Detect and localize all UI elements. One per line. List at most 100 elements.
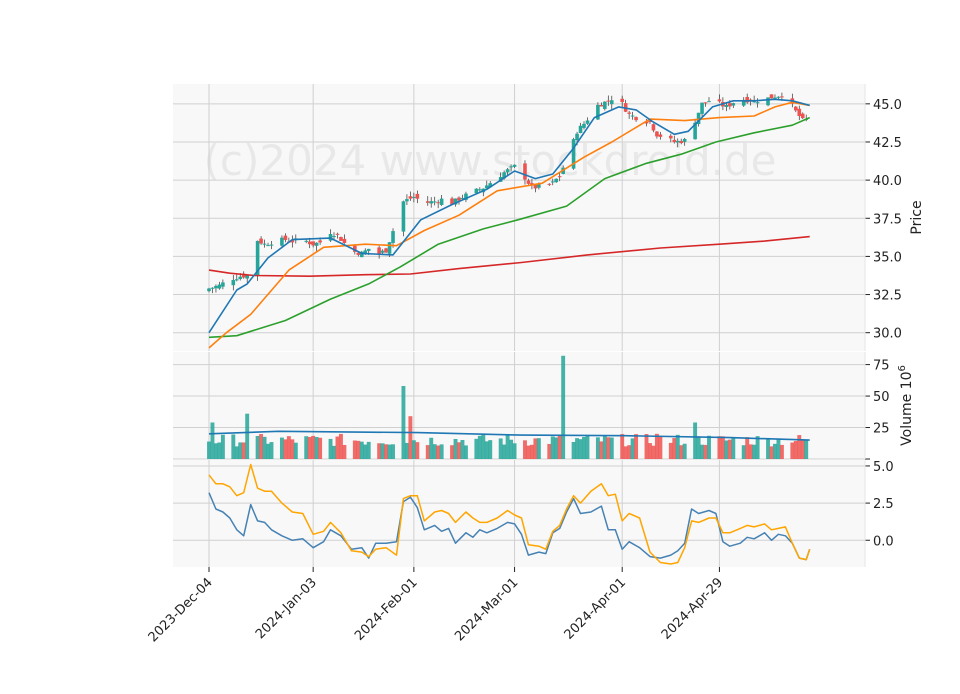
volume-bar-down xyxy=(672,438,677,459)
volume-bar-up xyxy=(575,438,580,459)
volume-bar-up xyxy=(477,435,482,459)
candle-down xyxy=(745,96,749,103)
volume-bar-up xyxy=(554,437,559,459)
candle-up xyxy=(401,201,406,232)
price-panel-background xyxy=(173,84,865,351)
candle-down xyxy=(780,96,784,98)
volume-bar-up xyxy=(332,445,336,459)
volume-bar-up xyxy=(561,355,566,459)
candle-down xyxy=(533,184,538,189)
volume-bar-up xyxy=(696,436,701,459)
price-y-tick-label: 37.5 xyxy=(873,212,902,227)
candle-up xyxy=(359,251,364,258)
candle-up xyxy=(314,242,319,246)
volume-bar-down xyxy=(648,443,652,459)
candle-up xyxy=(245,274,249,279)
candle-down xyxy=(703,102,708,104)
volume-bar-up xyxy=(363,444,368,459)
volume-bar-up xyxy=(585,435,590,459)
candle-up xyxy=(578,125,583,133)
candle-down xyxy=(672,139,677,143)
volume-bar-up xyxy=(752,444,757,459)
candle-up xyxy=(280,237,284,246)
volume-bar-up xyxy=(550,436,555,459)
volume-bar-down xyxy=(377,443,382,459)
candle-down xyxy=(307,241,312,245)
volume-bar-down xyxy=(769,446,774,459)
candle-down xyxy=(318,240,322,243)
volume-bar-up xyxy=(432,444,437,459)
volume-bar-up xyxy=(234,446,239,459)
candle-up xyxy=(693,122,697,140)
volume-bar-down xyxy=(290,439,295,459)
volume-bar-down xyxy=(790,442,795,459)
candle-up xyxy=(429,201,434,204)
volume-average-line xyxy=(208,430,810,441)
candle-up xyxy=(596,104,600,120)
volume-bar-up xyxy=(707,435,711,459)
candle-up xyxy=(387,242,392,254)
volume-bar-up xyxy=(213,443,218,459)
candle-up xyxy=(269,244,274,246)
candle-down xyxy=(658,134,663,137)
volume-bar-down xyxy=(352,440,357,459)
candle-down xyxy=(769,94,774,99)
candle-up xyxy=(505,169,510,173)
sma-mid-line xyxy=(208,101,810,349)
signal-line xyxy=(208,463,811,565)
volume-panel-background xyxy=(173,352,865,459)
candle-up xyxy=(262,243,267,245)
volume-bar-down xyxy=(623,446,628,459)
volume-bar-up xyxy=(453,438,458,459)
volume-bar-down xyxy=(259,434,264,459)
candle-up xyxy=(509,166,513,168)
volume-bar-up xyxy=(411,440,416,459)
candle-down xyxy=(728,103,732,107)
volume-bar-down xyxy=(748,444,753,459)
volume-bar-down xyxy=(797,435,802,459)
price-y-tick-label: 45.0 xyxy=(873,98,902,113)
x-tick-label: 2024-Jan-03 xyxy=(253,575,320,642)
volume-bar-up xyxy=(776,438,781,459)
candle-down xyxy=(241,273,246,278)
volume-bar-up xyxy=(484,441,489,459)
volume-bar-down xyxy=(529,444,534,459)
volume-bar-up xyxy=(460,439,465,459)
candle-down xyxy=(339,237,343,241)
candle-down xyxy=(283,235,288,240)
volume-bar-down xyxy=(557,435,562,459)
candle-up xyxy=(575,133,579,141)
volume-bar-up xyxy=(502,444,507,459)
volume-bar-up xyxy=(304,436,309,459)
volume-bar-down xyxy=(547,443,552,459)
candle-up xyxy=(453,198,458,205)
candle-up xyxy=(266,245,270,247)
price-y-tick-label: 30.0 xyxy=(873,327,902,342)
volume-bar-up xyxy=(429,437,434,459)
macd-y-tick-label: 5.0 xyxy=(873,460,894,475)
volume-bar-down xyxy=(668,442,673,459)
candle-up xyxy=(332,236,336,238)
volume-bar-up xyxy=(207,441,211,459)
volume-bar-up xyxy=(474,438,479,459)
candle-down xyxy=(415,193,420,199)
volume-bar-up xyxy=(766,437,770,459)
volume-bar-down xyxy=(599,441,604,459)
volume-bar-up xyxy=(269,442,274,459)
volume-bar-down xyxy=(800,439,805,459)
volume-bar-up xyxy=(578,439,583,459)
candle-up xyxy=(210,287,215,289)
volume-bar-up xyxy=(595,437,600,459)
candle-up xyxy=(412,196,416,198)
candle-up xyxy=(432,201,437,203)
volume-bar-down xyxy=(727,439,732,459)
candle-down xyxy=(620,98,624,102)
candle-down xyxy=(557,176,562,178)
volume-bar-up xyxy=(463,445,468,459)
volume-bar-down xyxy=(717,436,722,459)
candle-down xyxy=(634,117,638,121)
price-y-tick-label: 42.5 xyxy=(873,136,902,151)
volume-bar-down xyxy=(283,439,288,459)
candle-up xyxy=(304,240,309,242)
candle-up xyxy=(217,284,222,289)
